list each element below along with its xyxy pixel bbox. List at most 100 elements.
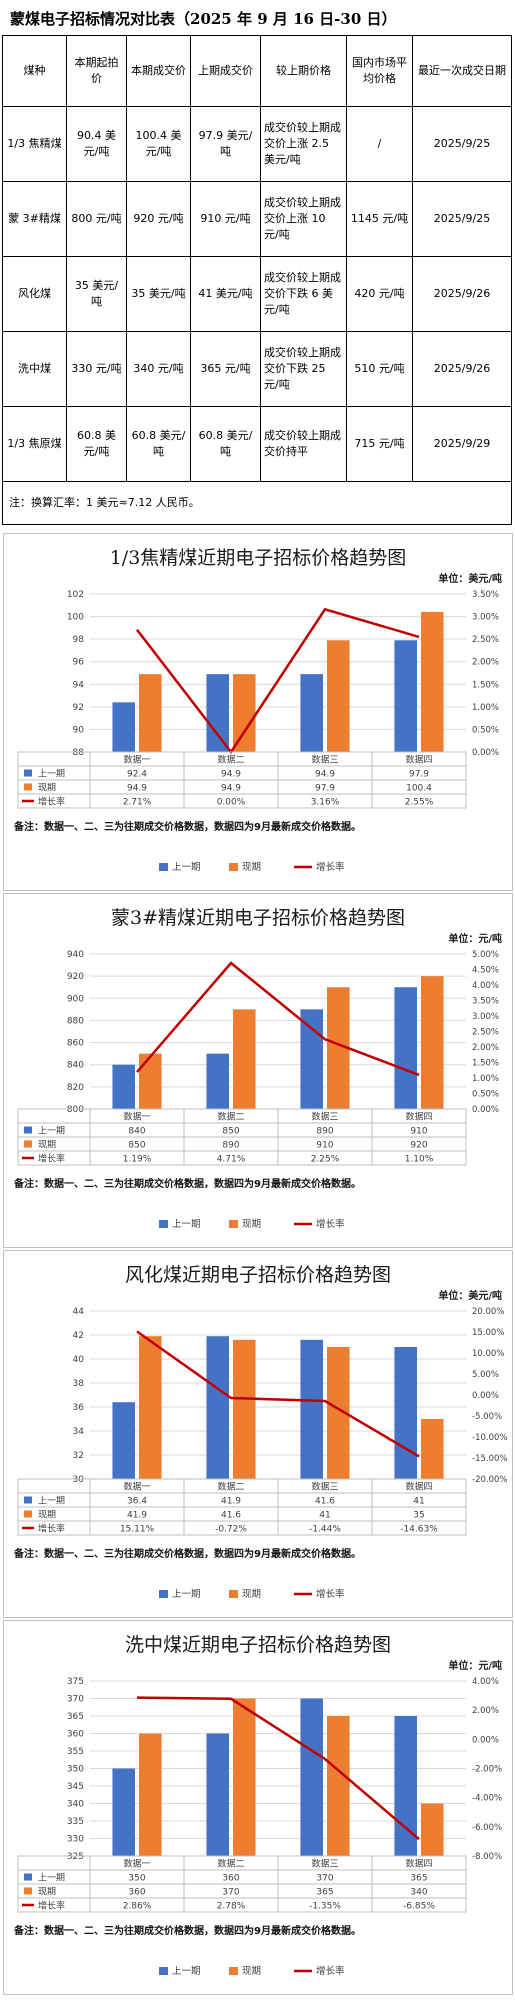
data-label: 94.9	[221, 770, 241, 780]
legend-key-swatch	[24, 1140, 32, 1148]
y-tick-label: 42	[73, 1331, 84, 1341]
data-label: 94.9	[315, 770, 335, 780]
data-label: 92.4	[127, 770, 147, 780]
cell-current-price: 60.8 美元/吨	[126, 406, 191, 482]
bar-current	[139, 1053, 162, 1109]
data-label: 2.71%	[123, 798, 152, 808]
y2-tick-label: 3.00%	[472, 613, 499, 623]
chart-title: 1/3焦精煤近期电子招标价格趋势图	[110, 547, 407, 569]
cell-start-price: 35 美元/吨	[66, 256, 127, 332]
bar-previous	[300, 1698, 323, 1856]
bar-current	[233, 1339, 256, 1479]
series-name: 增长率	[38, 1900, 65, 1912]
data-label: 97.9	[315, 784, 335, 794]
legend-key-swatch	[24, 1510, 32, 1518]
cell-domestic-avg: 420 元/吨	[346, 256, 413, 332]
cell-price-change: 成交价较上期成交价下跌 6 美元/吨	[260, 256, 347, 332]
x-category-label: 数据二	[217, 1858, 244, 1870]
legend-swatch-previous	[159, 1590, 168, 1598]
chart-unit: 单位：美元/吨	[438, 1289, 502, 1302]
data-label: 41.9	[127, 1511, 147, 1521]
chart-panel-coking-coal: 1/3焦精煤近期电子招标价格趋势图 单位：美元/吨 88 90 92 94 96 98 100 1…	[3, 533, 513, 891]
cell-coal-type: 1/3 焦原煤	[2, 406, 67, 482]
y-tick-label: 370	[67, 1695, 84, 1705]
chart-panel-weathered-coal: 风化煤近期电子招标价格趋势图 单位：美元/吨 30 32 34 36 38 40 42 44 -20…	[3, 1250, 513, 1618]
chart-note: 备注：数据一、二、三为往期成交价格数据，数据四为9月最新成交价格数据。	[13, 1177, 361, 1190]
y2-tick-label: 2.00%	[472, 658, 499, 668]
growth-rate-line	[136, 1696, 420, 1841]
y-tick-label: 330	[67, 1835, 84, 1845]
data-label: 370	[222, 1888, 239, 1898]
legend-label: 上一期	[172, 1966, 201, 1977]
y2-tick-label: 15.00%	[472, 1328, 504, 1338]
y-tick-label: 350	[67, 1765, 84, 1775]
y-tick-label: 30	[73, 1475, 85, 1485]
data-label: 4.71%	[217, 1155, 246, 1165]
legend-swatch-current	[229, 863, 238, 871]
legend-swatch-current	[229, 1220, 238, 1228]
legend-label: 增长率	[316, 1965, 345, 1977]
cell-last-date: 2025/9/25	[412, 106, 512, 182]
series-name: 现期	[38, 1510, 56, 1521]
data-label: 370	[316, 1874, 333, 1884]
cell-current-price: 340 元/吨	[126, 331, 191, 407]
cell-coal-type: 1/3 焦精煤	[2, 106, 67, 182]
bar-current	[233, 1698, 256, 1856]
y-tick-label: 345	[67, 1782, 84, 1792]
bar-current	[327, 1347, 350, 1479]
cell-start-price: 60.8 美元/吨	[66, 406, 127, 482]
y-tick-label: 920	[67, 972, 84, 982]
y2-tick-label: 1.50%	[472, 680, 499, 690]
bar-current	[327, 1716, 350, 1856]
x-category-label: 数据二	[217, 1111, 244, 1123]
table-row: 1/3 焦精煤 90.4 美元/吨 100.4 美元/吨 97.9 美元/吨 成…	[2, 106, 512, 182]
cell-current-price: 100.4 美元/吨	[126, 106, 191, 182]
chart-title: 风化煤近期电子招标价格趋势图	[125, 1264, 391, 1286]
bar-previous	[112, 1064, 135, 1109]
bar-previous	[300, 674, 323, 752]
x-category-label: 数据一	[123, 1111, 150, 1123]
cell-current-price: 920 元/吨	[126, 181, 191, 257]
legend-key-swatch	[24, 1873, 32, 1881]
summary-table: 蒙煤电子招标情况对比表（2025 年 9 月 16 日-30 日） 煤种 本期起…	[2, 6, 512, 525]
y-tick-label: 880	[67, 1016, 84, 1026]
data-label: 350	[128, 1874, 145, 1884]
y-tick-label: 860	[67, 1039, 84, 1049]
y2-tick-label: -8.00%	[472, 1852, 502, 1862]
data-label: -14.63%	[400, 1525, 438, 1535]
cell-start-price: 90.4 美元/吨	[66, 106, 127, 182]
cell-last-date: 2025/9/29	[412, 406, 512, 482]
chart-title: 洗中煤近期电子招标价格趋势图	[125, 1634, 391, 1656]
table-row: 1/3 焦原煤 60.8 美元/吨 60.8 美元/吨 60.8 美元/吨 成交…	[2, 406, 512, 482]
table-note: 注：换算汇率：1 美元≈7.12 人民币。	[2, 481, 512, 525]
y2-tick-label: 0.00%	[472, 1735, 499, 1745]
chart-note: 备注：数据一、二、三为往期成交价格数据，数据四为9月最新成交价格数据。	[13, 1924, 361, 1937]
data-label: 1.19%	[123, 1155, 152, 1165]
data-label: 41.9	[221, 1497, 241, 1507]
y2-tick-label: 5.00%	[472, 1370, 499, 1380]
x-category-label: 数据一	[123, 1858, 150, 1870]
data-label: 850	[222, 1127, 239, 1137]
bar-previous	[112, 1402, 135, 1479]
data-label: 360	[222, 1874, 239, 1884]
y2-tick-label: 2.50%	[472, 635, 499, 645]
cell-current-price: 35 美元/吨	[126, 256, 191, 332]
y2-tick-label: 0.00%	[472, 1391, 499, 1401]
y-tick-label: 36	[73, 1403, 85, 1413]
y2-tick-label: 3.00%	[472, 1012, 499, 1022]
data-label: 15.11%	[120, 1525, 155, 1535]
y2-tick-label: 0.00%	[472, 748, 499, 758]
legend-swatch-previous	[159, 863, 168, 871]
data-label: 365	[410, 1874, 427, 1884]
x-category-label: 数据四	[405, 1111, 432, 1123]
data-label: 850	[128, 1141, 145, 1151]
header-price-change: 较上期价格	[260, 35, 347, 107]
y-tick-label: 325	[67, 1852, 84, 1862]
growth-rate-line	[136, 1330, 420, 1458]
legend-swatch-previous	[159, 1220, 168, 1228]
data-label: 340	[410, 1888, 427, 1898]
bar-previous	[394, 640, 417, 752]
